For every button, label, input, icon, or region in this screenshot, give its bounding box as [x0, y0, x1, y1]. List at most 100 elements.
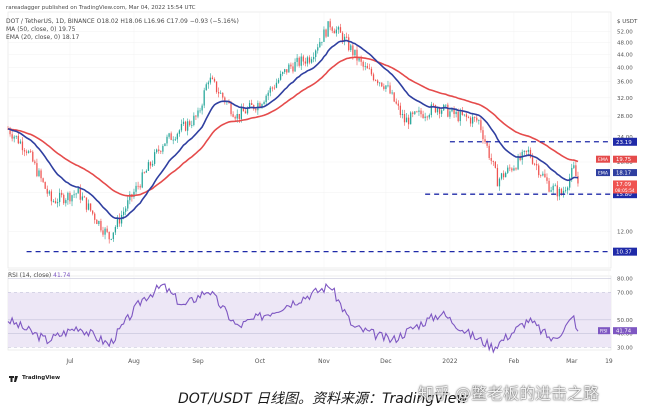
candle-body	[331, 27, 333, 31]
tradingview-logo-icon	[9, 376, 18, 382]
candle-body	[92, 210, 94, 214]
price-tag-value: 18.17	[616, 171, 631, 177]
level-tag-label: 23.19	[616, 140, 632, 146]
candle-body	[482, 130, 484, 140]
candle-body	[343, 36, 346, 42]
candle-body	[502, 173, 505, 178]
candle-body	[436, 107, 439, 113]
candle-body	[139, 186, 141, 188]
price-y-tick-label: 32.00	[617, 96, 633, 102]
candle-body	[189, 121, 191, 126]
candle-body	[114, 227, 117, 233]
candle-body	[379, 82, 381, 84]
candle-body	[182, 121, 185, 125]
candle-body	[381, 82, 383, 87]
candle-body	[112, 232, 114, 240]
candle-body	[34, 161, 36, 164]
candle-body	[71, 195, 73, 202]
candle-body	[98, 220, 100, 225]
candle-body	[288, 64, 290, 73]
candle-body	[172, 139, 174, 141]
candle-body	[550, 190, 552, 192]
candle-body	[174, 139, 176, 141]
ema50-legend: MA (50, close, 0) 19.75	[6, 26, 76, 33]
candle-body	[484, 139, 486, 142]
candle-body	[335, 29, 337, 34]
rsi-title: RSI (14, close) 41.74	[8, 272, 71, 279]
candle-body	[457, 111, 459, 122]
rsi-tag-value: 41.74	[616, 329, 632, 335]
candle-body	[564, 190, 567, 192]
candle-body	[73, 194, 75, 196]
candle-body	[341, 32, 344, 42]
candle-body	[87, 203, 90, 210]
candle-body	[339, 27, 342, 33]
candle-body	[412, 112, 414, 114]
candle-body	[52, 201, 55, 202]
candle-body	[325, 29, 327, 37]
candle-body	[298, 57, 300, 66]
candle-body	[21, 141, 24, 151]
candle-body	[17, 135, 19, 144]
price-tag-name: EMA	[598, 157, 609, 163]
time-tick-label: 2022	[442, 358, 457, 365]
price-tag-name-bg	[596, 155, 610, 163]
candle-body	[333, 30, 335, 34]
candle-body	[494, 161, 496, 168]
candle-body	[422, 114, 424, 118]
candle-body	[304, 61, 307, 64]
candle-body	[110, 239, 112, 240]
candle-body	[79, 187, 81, 200]
candle-body	[277, 79, 280, 83]
candle-body	[562, 190, 565, 195]
candle-body	[267, 92, 269, 96]
candle-body	[279, 73, 282, 80]
candle-body	[329, 21, 331, 28]
ema20-line	[7, 39, 579, 220]
candle-body	[201, 105, 203, 111]
zhihu-watermark: 知乎 @鳖老板的进击之路	[418, 384, 600, 403]
candle-body	[364, 65, 366, 67]
time-tick-label: Jul	[65, 358, 74, 365]
currency-label: $ USDT	[617, 19, 638, 25]
candle-body	[377, 80, 379, 84]
candle-body	[108, 231, 110, 240]
candle-body	[385, 85, 387, 90]
candle-body	[451, 108, 453, 112]
candle-body	[407, 117, 410, 125]
candle-body	[480, 120, 482, 131]
candle-body	[248, 103, 251, 109]
candle-body	[30, 151, 32, 153]
candle-body	[356, 49, 358, 61]
candle-body	[75, 193, 77, 195]
time-tick-label: Aug	[128, 358, 140, 365]
candle-body	[560, 188, 563, 195]
time-tick-label: Nov	[318, 358, 330, 365]
candle-body	[9, 128, 11, 135]
candle-body	[368, 68, 371, 70]
candle-body	[63, 194, 65, 204]
candle-body	[123, 211, 125, 216]
candle-body	[490, 157, 492, 161]
candle-body	[315, 50, 317, 57]
candle-body	[575, 165, 577, 177]
candle-body	[352, 45, 354, 56]
candle-body	[244, 111, 247, 114]
candle-body	[467, 117, 470, 118]
candle-body	[178, 130, 181, 134]
time-tick-label: Sep	[192, 358, 204, 365]
candle-body	[145, 170, 147, 173]
candle-body	[269, 87, 271, 93]
candle-body	[548, 180, 550, 192]
candle-body	[164, 143, 166, 147]
candle-body	[158, 149, 160, 152]
candle-body	[230, 103, 232, 115]
candle-body	[207, 82, 209, 85]
candle-body	[383, 86, 385, 90]
candle-body	[32, 151, 34, 162]
candle-body	[15, 135, 17, 137]
candle-body	[558, 188, 561, 197]
price-tag-countdown: 08:05:54	[615, 188, 635, 194]
candle-body	[195, 115, 197, 117]
candle-body	[211, 77, 214, 80]
